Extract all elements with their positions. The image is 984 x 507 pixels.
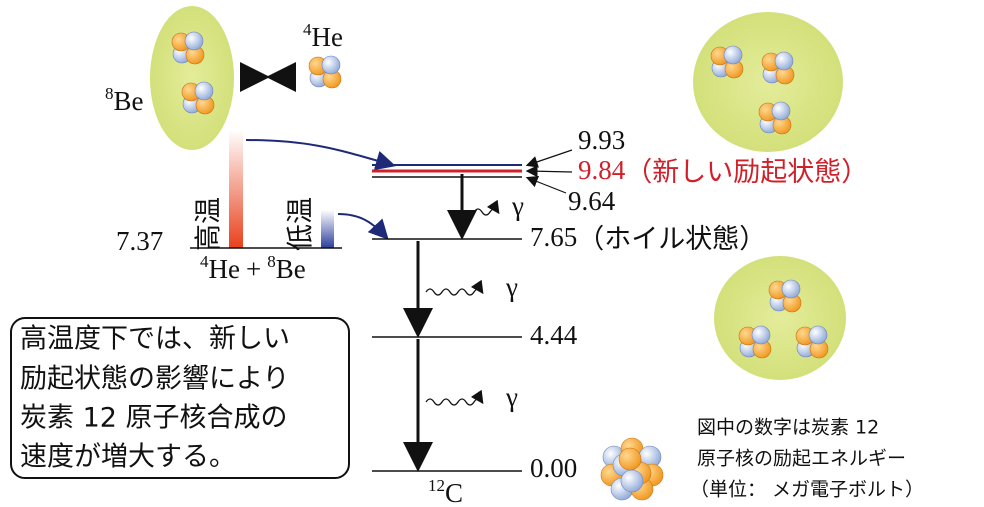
reaction-label: 4He +8Be — [200, 252, 306, 284]
level-energy: 4.44 — [530, 320, 578, 350]
nuclei — [171, 31, 829, 501]
low-temp-bar — [321, 210, 334, 248]
callout-line: 高温度下では、新しい — [20, 324, 290, 355]
gamma: γ — [511, 191, 524, 221]
curved-arrow — [337, 213, 389, 240]
gamma: γ — [505, 382, 518, 412]
callout-line: 炭素 12 原子核合成の — [20, 403, 288, 434]
plus: + — [246, 254, 261, 284]
neutron — [184, 31, 204, 51]
level-energy: 9.84 — [578, 155, 626, 185]
gamma: γ — [505, 272, 518, 302]
threshold-energy: 7.37 — [116, 226, 163, 256]
pointer — [525, 165, 573, 178]
level-energy: 7.65 — [530, 222, 577, 252]
level-label: 7.65（ホイル状態） — [530, 222, 766, 254]
mass: 12 — [428, 476, 445, 495]
level-name: （ホイル状態） — [577, 224, 766, 255]
symbol: He — [312, 22, 343, 52]
he4-label: 4He — [303, 20, 343, 52]
neutron — [321, 55, 341, 75]
symbol: Be — [276, 254, 306, 284]
neutron — [774, 51, 794, 71]
level-energy: 9.93 — [578, 125, 625, 155]
level-name: （新しい励起状態） — [625, 157, 868, 188]
mass: 8 — [105, 84, 114, 103]
low-temp-label: 低温 — [286, 197, 317, 251]
neutron — [620, 469, 644, 493]
neutron — [723, 45, 743, 65]
photon — [425, 279, 484, 296]
note-line: （単位： メガ電子ボルト） — [690, 479, 924, 501]
photon — [425, 389, 484, 406]
neutron — [194, 81, 214, 101]
note-line: 原子核の励起エネルギー — [697, 448, 906, 470]
callout-line: 速度が増大する。 — [20, 442, 236, 473]
callout-line: 励起状態の影響により — [20, 364, 289, 395]
mass: 8 — [267, 252, 276, 271]
neutron — [751, 325, 771, 345]
glow — [150, 6, 234, 150]
callout-box — [10, 317, 350, 479]
level-energy: 0.00 — [530, 453, 577, 483]
level-label: 9.84（新しい励起状態） — [578, 155, 868, 187]
level-energy: 9.64 — [568, 186, 616, 216]
neutron — [808, 325, 828, 345]
note-line: 図中の数字は炭素 12 — [697, 417, 879, 439]
pointer — [525, 149, 573, 168]
be8-label: 8Be — [105, 84, 144, 116]
high-temp-bar — [229, 130, 243, 248]
symbol: He — [209, 254, 240, 284]
ground-label: 12C — [428, 476, 463, 507]
neutron — [771, 101, 791, 121]
curved-arrow — [245, 139, 396, 171]
proton — [618, 447, 642, 471]
symbol: C — [445, 478, 463, 507]
high-temp-label: 高温 — [194, 197, 225, 251]
symbol: Be — [114, 86, 144, 116]
mass: 4 — [200, 252, 209, 271]
glow — [714, 256, 846, 380]
pointer — [525, 175, 567, 194]
photon — [473, 199, 500, 216]
neutron — [781, 279, 801, 299]
mass: 4 — [303, 20, 312, 39]
